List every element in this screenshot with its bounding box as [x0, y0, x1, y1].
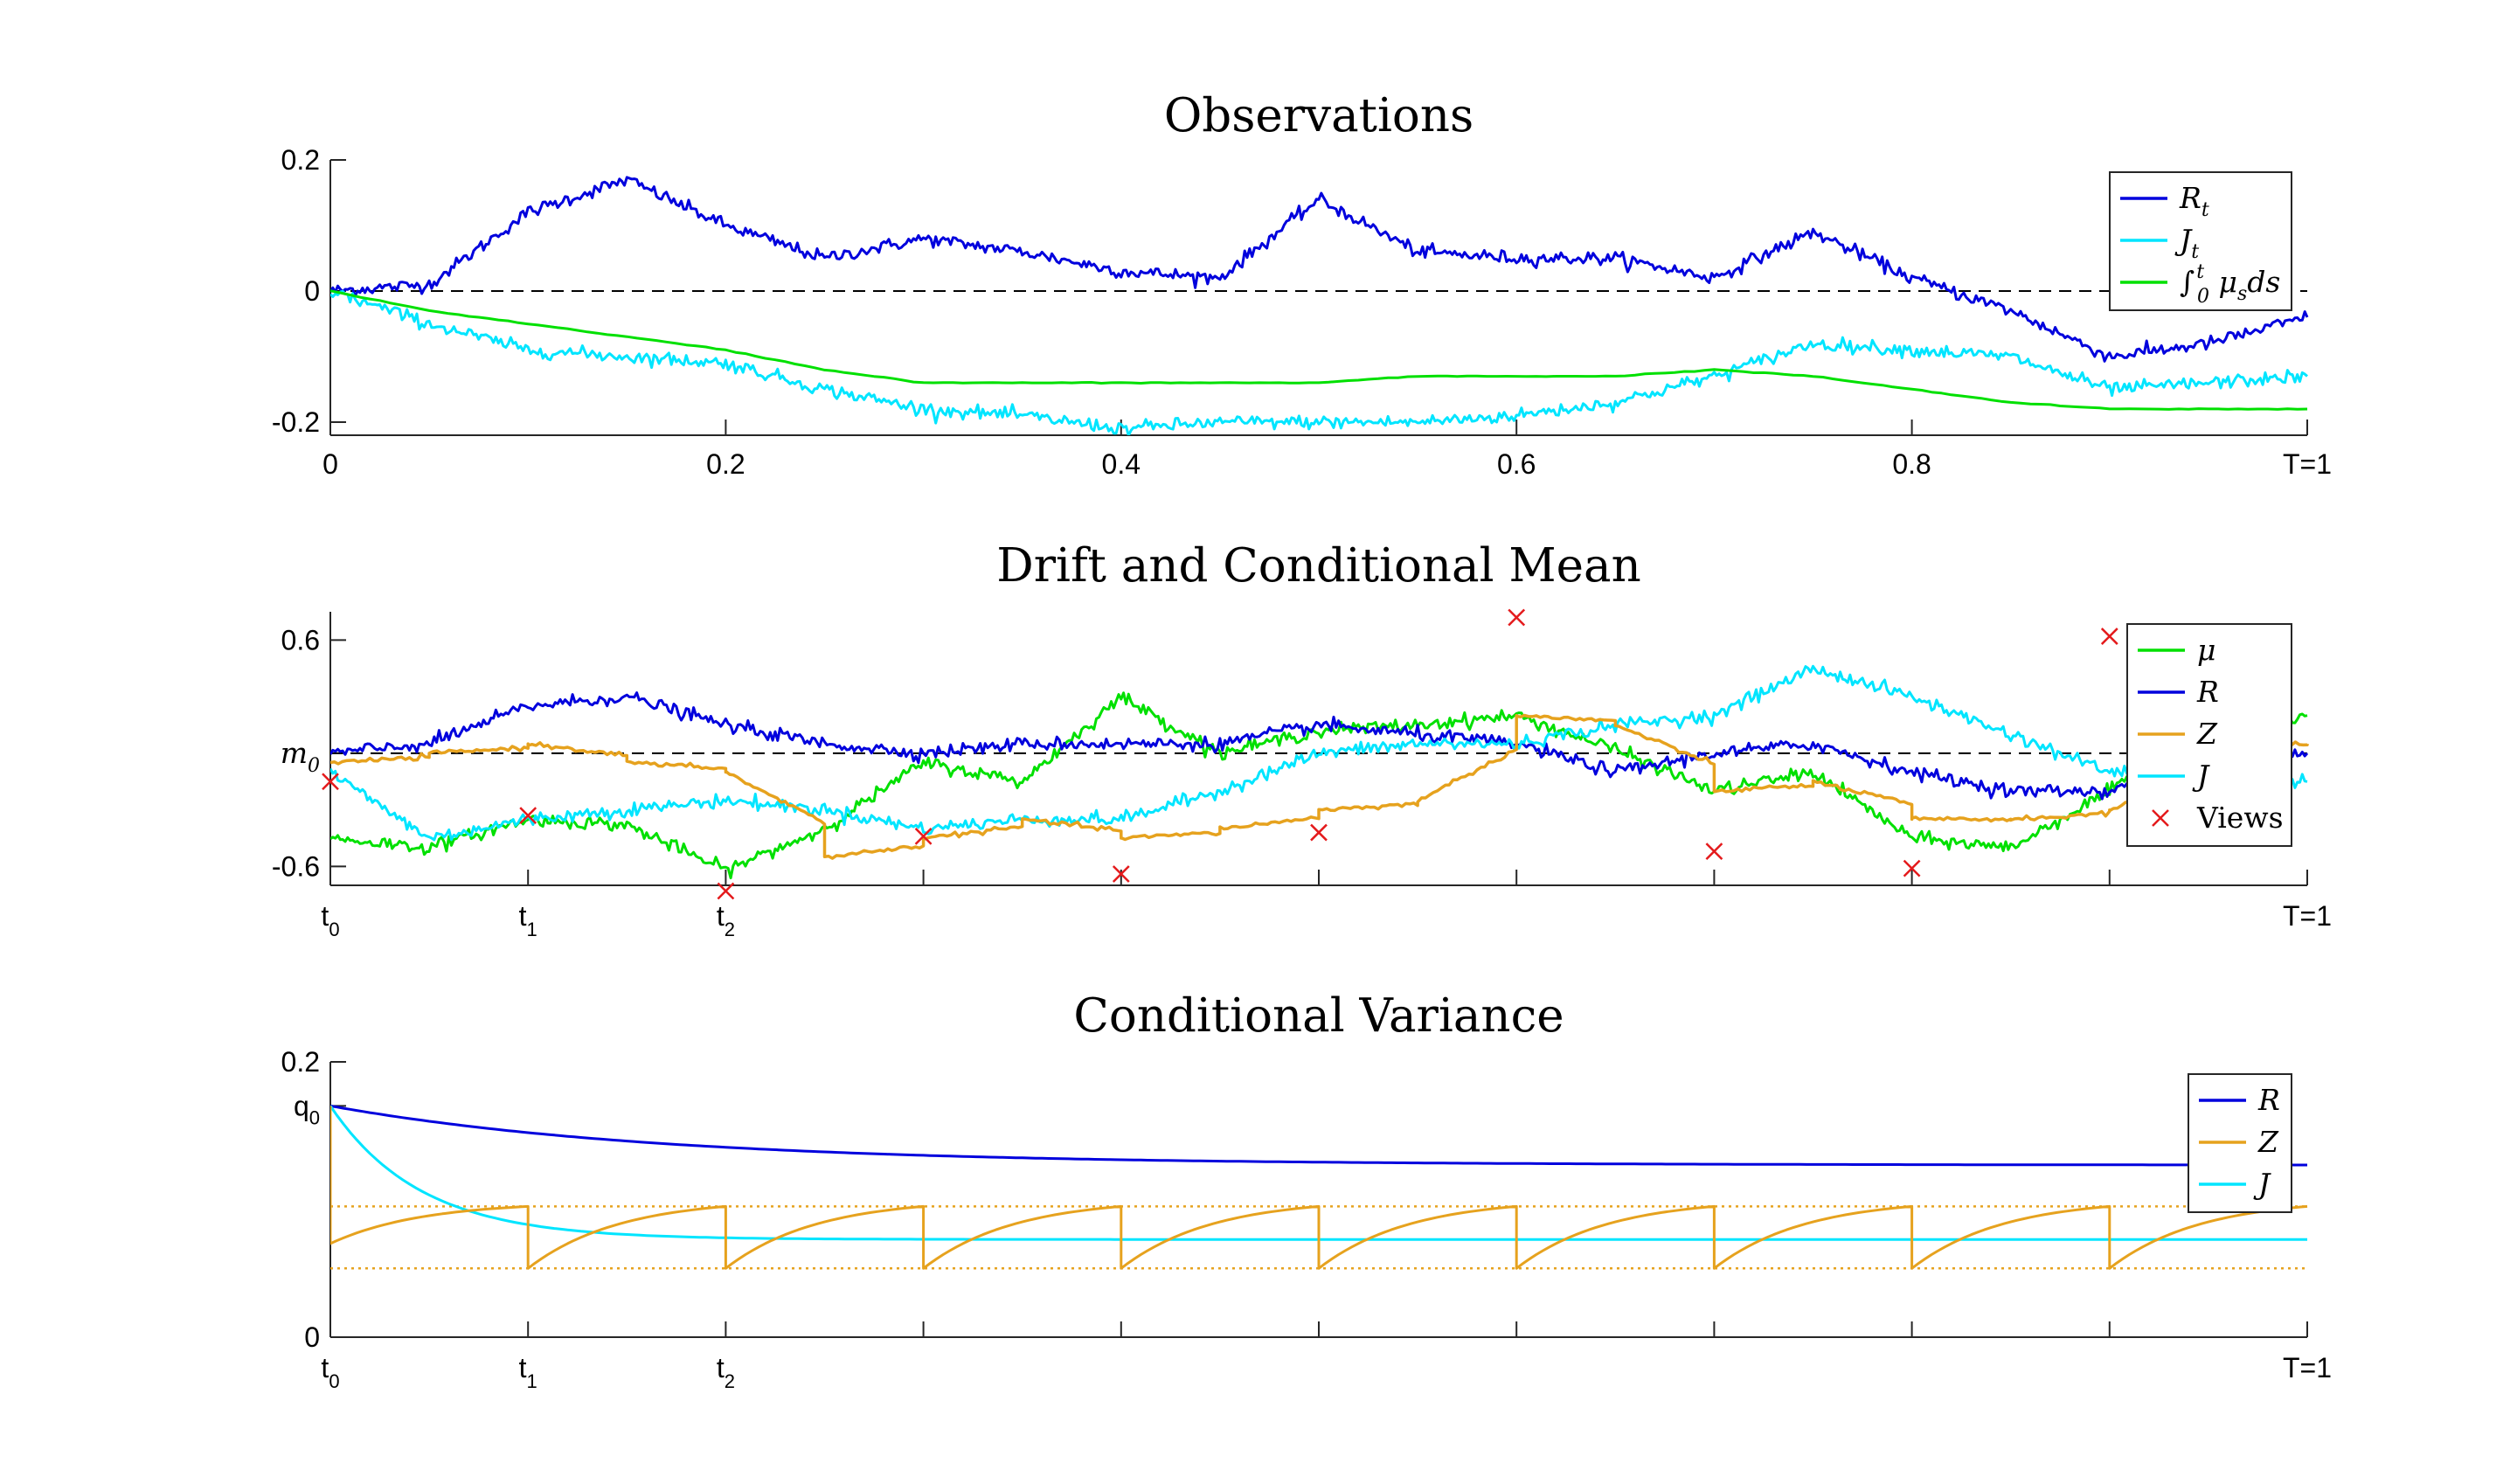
legend-label: J [2253, 1167, 2271, 1201]
legend-marker [2152, 809, 2169, 827]
x-tick-label: 0.6 [1497, 448, 1536, 480]
chart-title: Drift and Conditional Mean [996, 539, 1641, 593]
view-marker [322, 773, 339, 791]
plot-area [330, 1104, 2308, 1270]
chart-title: Conditional Variance [1073, 989, 1564, 1043]
x-tick-label: 0.8 [1892, 448, 1931, 480]
view-marker [2100, 628, 2118, 645]
legend-label: R [2257, 1083, 2280, 1117]
plot-area [330, 176, 2309, 435]
subplot-3: Conditional Variance t0 t1 t2 T=1 0 q0 0.2 RZJ [281, 989, 2333, 1392]
x-tick-label: t0 [321, 900, 339, 940]
view-marker [1705, 843, 1723, 861]
x-tick-label: 0.2 [706, 448, 745, 480]
y-tick-label: 0.2 [281, 1046, 320, 1078]
chart-title: Observations [1164, 89, 1473, 142]
view-marker [717, 882, 735, 900]
y-tick-label: 0.2 [281, 144, 320, 176]
legend: RZJ [2188, 1073, 2292, 1213]
x-tick-label: t0 [321, 1352, 339, 1392]
y-tick-label: -0.2 [272, 406, 320, 438]
x-tick-label: T=1 [2283, 1352, 2332, 1383]
x-tick-label: T=1 [2283, 900, 2332, 932]
y-tick-label: m0 [281, 736, 320, 777]
legend-label: Z [2196, 717, 2218, 751]
x-tick-label: 0.4 [1102, 448, 1141, 480]
legend-label: ∫t 0 μsds [2180, 261, 2280, 308]
series-line [330, 691, 2308, 880]
view-marker [1508, 608, 1526, 627]
series-line [330, 1106, 2308, 1270]
legend-label: J [2192, 759, 2210, 793]
x-tick-label: T=1 [2283, 448, 2332, 480]
x-tick-label: t1 [519, 900, 537, 940]
x-tick-label: 0 [322, 448, 338, 480]
series-line [330, 691, 2309, 801]
series-line [330, 713, 2309, 860]
legend-label: R [2196, 675, 2219, 709]
legend-label: Rt [2179, 181, 2209, 221]
legend-label: Views [2196, 801, 2284, 835]
y-tick-label: q0 [294, 1090, 320, 1128]
view-marker [1903, 859, 1921, 877]
view-marker [519, 807, 537, 825]
series-line [330, 664, 2308, 842]
series-line [330, 289, 2308, 435]
view-marker [1112, 865, 1130, 883]
y-tick-label: 0 [304, 1321, 320, 1353]
series-line [330, 1104, 2307, 1167]
series-line [330, 176, 2309, 363]
view-marker [1310, 823, 1328, 842]
view-marker [914, 827, 933, 845]
x-tick-label: t1 [519, 1352, 537, 1392]
x-tick-label: t2 [717, 1352, 735, 1392]
y-tick-label: -0.6 [272, 850, 320, 882]
subplot-2: Drift and Conditional Mean t0 t1 t2 T=1 -0.6 m… [272, 539, 2332, 940]
legend-label: μ [2197, 633, 2215, 667]
series-line [330, 289, 2308, 411]
x-tick-label: t2 [717, 900, 735, 940]
y-tick-label: 0.6 [281, 624, 320, 655]
y-tick-label: 0 [304, 275, 320, 307]
legend-label: Jt [2174, 223, 2199, 263]
plot-area [330, 664, 2309, 880]
legend-label: Z [2257, 1125, 2279, 1159]
